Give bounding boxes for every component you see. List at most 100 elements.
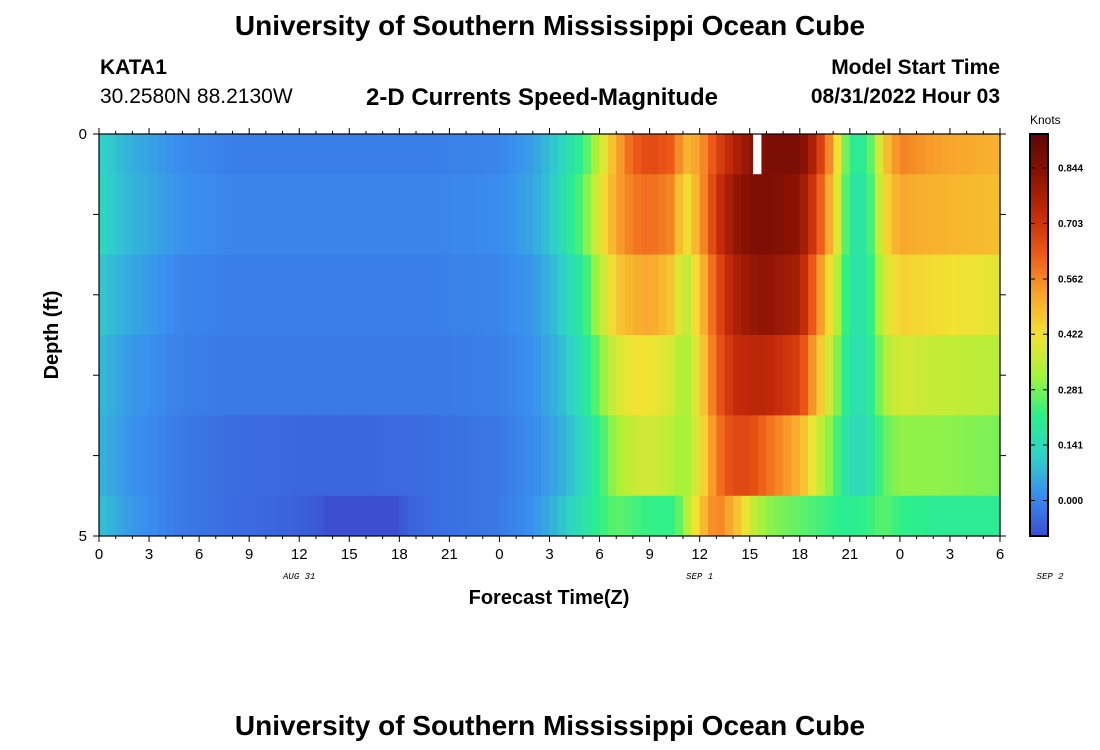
heatmap-cell bbox=[382, 134, 392, 175]
heatmap-cell bbox=[249, 254, 259, 336]
heatmap-cell bbox=[883, 174, 893, 255]
heatmap-cell bbox=[324, 134, 334, 175]
heatmap-cell bbox=[708, 495, 717, 537]
heatmap-cell bbox=[449, 495, 459, 537]
colorbar-tick-label: 0.844 bbox=[1058, 163, 1083, 174]
heatmap-cell bbox=[441, 134, 450, 175]
heatmap-cell bbox=[983, 415, 993, 497]
heatmap-cell bbox=[924, 134, 934, 175]
heatmap-cell bbox=[791, 495, 801, 537]
x-tick-label: 18 bbox=[391, 546, 408, 563]
heatmap-cell bbox=[724, 415, 734, 497]
heatmap-cell bbox=[949, 174, 959, 255]
heatmap-cell bbox=[699, 134, 709, 175]
heatmap-cell bbox=[574, 415, 584, 497]
heatmap-cell bbox=[641, 174, 651, 255]
heatmap-cell bbox=[499, 495, 509, 537]
heatmap-cell bbox=[140, 134, 150, 175]
x-tick-label: 3 bbox=[145, 546, 153, 563]
heatmap-cell bbox=[157, 254, 167, 336]
heatmap-cell bbox=[657, 415, 667, 497]
heatmap-cell bbox=[349, 174, 359, 255]
heatmap-cell bbox=[399, 495, 409, 537]
heatmap-cell bbox=[524, 335, 534, 416]
heatmap-cell bbox=[424, 335, 434, 416]
heatmap-cell bbox=[324, 415, 334, 497]
heatmap-cell bbox=[399, 254, 409, 336]
colorbar-tick-label: 0.281 bbox=[1058, 385, 1083, 396]
heatmap-cell bbox=[616, 335, 626, 416]
heatmap-cell bbox=[666, 335, 676, 416]
heatmap-cell bbox=[908, 335, 918, 416]
heatmap-cell bbox=[207, 415, 217, 497]
heatmap-cell bbox=[783, 415, 793, 497]
heatmap-cell bbox=[215, 254, 225, 336]
heatmap-cell bbox=[766, 254, 776, 336]
heatmap-cell bbox=[499, 254, 509, 336]
heatmap-cell bbox=[666, 415, 676, 497]
heatmap-cell bbox=[758, 415, 767, 497]
heatmap-cell bbox=[949, 254, 959, 336]
heatmap-cell bbox=[674, 254, 684, 336]
heatmap-cell bbox=[808, 335, 818, 416]
heatmap-cell bbox=[591, 254, 601, 336]
heatmap-cell bbox=[399, 174, 409, 255]
heatmap-cell bbox=[541, 174, 551, 255]
heatmap-cell bbox=[941, 134, 951, 175]
heatmap-cell bbox=[674, 495, 684, 537]
heatmap-cell bbox=[340, 495, 350, 537]
heatmap-cell bbox=[207, 335, 217, 416]
heatmap-cell bbox=[416, 254, 425, 336]
heatmap-cell bbox=[516, 254, 526, 336]
heatmap-cell bbox=[365, 174, 375, 255]
heatmap-cell bbox=[132, 495, 142, 537]
heatmap-cell bbox=[290, 174, 300, 255]
heatmap-cell bbox=[549, 495, 559, 537]
heatmap-cell bbox=[457, 134, 467, 175]
heatmap-cell bbox=[557, 495, 567, 537]
heatmap-cell bbox=[249, 134, 259, 175]
heatmap-cell bbox=[708, 134, 717, 175]
heatmap-cell bbox=[566, 495, 576, 537]
heatmap-cell bbox=[482, 415, 492, 497]
heatmap-cell bbox=[357, 174, 367, 255]
heatmap-cell bbox=[524, 174, 534, 255]
heatmap-cell bbox=[724, 335, 734, 416]
heatmap-cell bbox=[457, 415, 467, 497]
heatmap-cell bbox=[641, 254, 651, 336]
heatmap-cell bbox=[591, 335, 601, 416]
heatmap-cell bbox=[607, 495, 617, 537]
heatmap-cell bbox=[941, 335, 951, 416]
heatmap-cell bbox=[958, 415, 968, 497]
heatmap-cell bbox=[808, 495, 818, 537]
heatmap-cell bbox=[99, 495, 108, 537]
heatmap-cell bbox=[524, 415, 534, 497]
heatmap-cell bbox=[774, 495, 784, 537]
heatmap-cell bbox=[983, 174, 993, 255]
heatmap-cell bbox=[324, 495, 334, 537]
heatmap-cell bbox=[499, 134, 509, 175]
heatmap-cell bbox=[357, 134, 367, 175]
heatmap-cell bbox=[858, 495, 868, 537]
heatmap-cell bbox=[657, 254, 667, 336]
heatmap-cell bbox=[390, 495, 400, 537]
heatmap-cell bbox=[616, 495, 626, 537]
heatmap-cell bbox=[774, 174, 784, 255]
heatmap-cell bbox=[374, 415, 384, 497]
x-tick-label: 15 bbox=[741, 546, 758, 563]
x-tick-label: 9 bbox=[245, 546, 253, 563]
heatmap-cell bbox=[808, 134, 818, 175]
heatmap-cell bbox=[265, 174, 275, 255]
heatmap-cell bbox=[124, 495, 133, 537]
heatmap-cell bbox=[949, 335, 959, 416]
heatmap-cell bbox=[165, 415, 175, 497]
heatmap-cell bbox=[924, 254, 934, 336]
heatmap-cell bbox=[741, 415, 751, 497]
heatmap-cell bbox=[157, 174, 167, 255]
heatmap-cell bbox=[474, 495, 484, 537]
heatmap-cell bbox=[340, 174, 350, 255]
heatmap-cell bbox=[724, 134, 734, 175]
heatmap-cell bbox=[207, 495, 217, 537]
heatmap-cell bbox=[616, 254, 626, 336]
heatmap-cell bbox=[974, 495, 984, 537]
